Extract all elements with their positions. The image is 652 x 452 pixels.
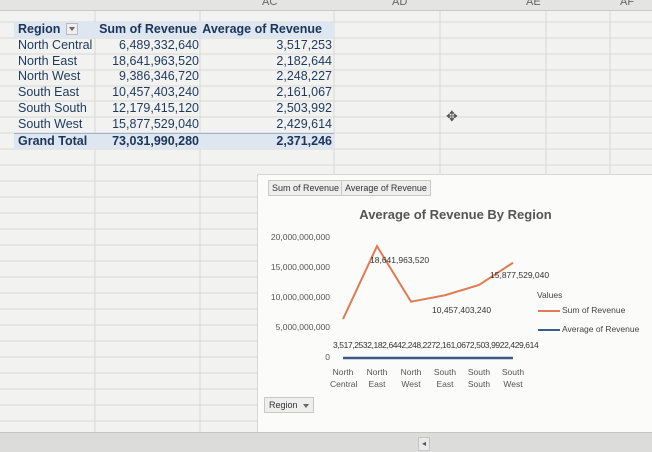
x-axis-category-label: South South (466, 366, 492, 390)
pivot-cell-region[interactable]: North East (18, 53, 78, 68)
pivot-header-region[interactable]: Region (18, 22, 79, 38)
y-axis-tick-label: 20,000,000,000 (270, 232, 330, 242)
chart-plot-area (342, 244, 514, 360)
pivot-cell-region[interactable]: North Central (18, 37, 93, 52)
x-axis-category-line2: West (503, 379, 523, 389)
x-axis-category-line1: North (366, 367, 388, 377)
pivot-chart[interactable]: Sum of Revenue Average of Revenue Averag… (257, 174, 652, 434)
x-axis-category-line1: South (433, 367, 457, 377)
pivot-cell-sum[interactable]: 18,641,963,520 (112, 53, 199, 68)
pivot-cell-avg[interactable]: 2,248,227 (276, 69, 332, 84)
pivot-cell-avg[interactable]: 2,161,067 (276, 85, 332, 100)
pivot-cell-sum[interactable]: 9,386,346,720 (119, 69, 199, 84)
pivot-header-avg[interactable]: Average of Revenue (202, 22, 322, 36)
legend-title: Values (537, 290, 563, 300)
pivot-cell-avg[interactable]: 3,517,253 (276, 37, 332, 52)
pivot-total-label[interactable]: Grand Total (18, 133, 88, 148)
y-axis-tick-label: 0 (325, 352, 330, 362)
legend-item-avg[interactable]: Average of Revenue (538, 324, 639, 334)
data-label-south-west: 15,877,529,040 (490, 270, 550, 280)
pivot-cell-sum[interactable]: 6,489,332,640 (119, 37, 199, 52)
column-header-bar: AC AD AE AF (0, 0, 652, 11)
sheet-scrollbar-area[interactable] (0, 432, 652, 452)
series-line-sum-of-revenue[interactable] (342, 244, 514, 320)
legend-item-sum[interactable]: Sum of Revenue (538, 305, 625, 315)
legend-swatch-avg (538, 328, 560, 331)
pivot-row: North East 18,641,963,520 2,182,644 (14, 54, 334, 70)
pivot-cell-sum[interactable]: 10,457,403,240 (112, 85, 199, 100)
x-axis-category-line1: North (400, 367, 422, 377)
x-axis-category-line1: South (501, 367, 525, 377)
pivot-cell-region[interactable]: South South (18, 100, 87, 115)
pivot-grand-total-row: Grand Total 73,031,990,280 2,371,246 (14, 132, 334, 150)
column-header-af[interactable]: AF (620, 0, 635, 8)
pivot-row: North West 9,386,346,720 2,248,227 (14, 69, 334, 85)
scroll-left-icon[interactable]: ◂ (418, 437, 430, 451)
legend-swatch-sum (538, 309, 560, 312)
cell-cursor-icon: ✥ (446, 108, 458, 124)
y-axis-tick-label: 5,000,000,000 (275, 322, 330, 332)
x-axis-category-label: North West (398, 366, 424, 390)
x-axis-category-line1: South (467, 367, 491, 377)
pivot-cell-region[interactable]: South West (18, 116, 83, 131)
y-axis-tick-label: 10,000,000,000 (270, 292, 330, 302)
filter-dropdown-icon[interactable] (66, 22, 79, 35)
x-axis-category-line1: North (332, 367, 354, 377)
column-header-ae[interactable]: AE (526, 0, 541, 8)
data-label-south-east: 10,457,403,240 (432, 305, 492, 315)
x-axis-category-line2: East (436, 379, 454, 389)
x-axis-category-label: North East (364, 366, 390, 390)
chart-field-button-sum[interactable]: Sum of Revenue (268, 180, 344, 196)
legend-label-sum: Sum of Revenue (562, 305, 626, 315)
pivot-cell-region[interactable]: South East (18, 85, 80, 100)
pivot-cell-avg[interactable]: 2,429,614 (276, 116, 332, 131)
chart-title: Average of Revenue By Region (359, 207, 552, 222)
pivot-cell-avg[interactable]: 2,182,644 (276, 53, 332, 68)
pivot-header-sum[interactable]: Sum of Revenue (99, 22, 197, 36)
data-label-average-row: 3,517,2532,182,6442,248,2272,161,0672,50… (333, 340, 539, 350)
pivot-table[interactable]: Region Sum of Revenue Average of Revenue… (14, 22, 334, 150)
x-axis-category-line2: East (368, 379, 386, 389)
pivot-cell-region[interactable]: North West (18, 69, 81, 84)
column-header-ad[interactable]: AD (392, 0, 408, 8)
x-axis-category-label: North Central (330, 366, 358, 390)
pivot-cell-sum[interactable]: 15,877,529,040 (112, 116, 199, 131)
pivot-row: North Central 6,489,332,640 3,517,253 (14, 38, 334, 54)
chart-region-filter-button[interactable]: Region (264, 397, 314, 413)
legend-label-avg: Average of Revenue (562, 324, 640, 334)
x-axis-category-label: South West (500, 366, 526, 390)
x-axis-category-label: South East (432, 366, 458, 390)
chevron-down-icon (302, 403, 309, 408)
pivot-row: South East 10,457,403,240 2,161,067 (14, 85, 334, 101)
pivot-total-avg[interactable]: 2,371,246 (276, 133, 332, 148)
pivot-row: South South 12,179,415,120 2,503,992 (14, 101, 334, 117)
column-header-ac[interactable]: AC (262, 0, 278, 8)
x-axis-category-line2: South (467, 379, 491, 389)
x-axis-category-line2: Central (330, 379, 358, 389)
data-label-north-east: 18,641,963,520 (370, 255, 430, 265)
x-axis-category-line2: West (401, 379, 421, 389)
y-axis-tick-label: 15,000,000,000 (270, 262, 330, 272)
chart-field-button-avg[interactable]: Average of Revenue (341, 180, 431, 196)
pivot-row: South West 15,877,529,040 2,429,614 (14, 117, 334, 133)
pivot-cell-avg[interactable]: 2,503,992 (276, 100, 332, 115)
pivot-header-row: Region Sum of Revenue Average of Revenue (14, 22, 334, 38)
pivot-total-sum[interactable]: 73,031,990,280 (112, 133, 199, 148)
pivot-cell-sum[interactable]: 12,179,415,120 (112, 100, 199, 115)
